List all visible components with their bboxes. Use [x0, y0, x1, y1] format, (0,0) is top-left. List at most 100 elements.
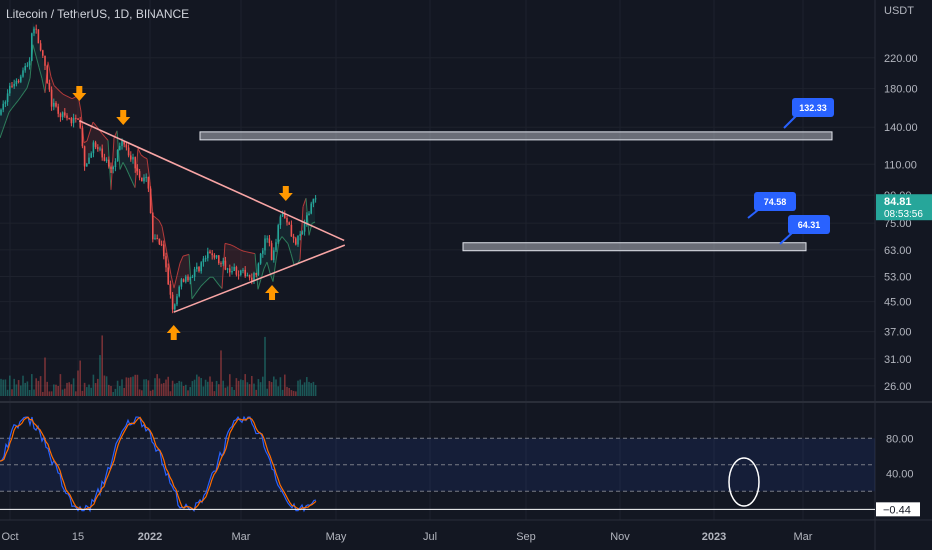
candle-body — [37, 29, 40, 44]
volume-bar — [308, 381, 310, 396]
price-tick-label: 53.00 — [884, 271, 912, 283]
trend-band-fill — [231, 244, 234, 270]
volume-bar — [240, 379, 242, 396]
price-tick-label: 26.00 — [884, 381, 912, 393]
trend-band-fill — [141, 154, 144, 181]
candle-body — [189, 277, 191, 281]
candle-body — [4, 102, 7, 104]
price-tick-label: 180.00 — [884, 84, 918, 96]
candle-body — [55, 102, 57, 107]
osc-d-line — [0, 416, 317, 511]
osc-last-value-label: −0.44 — [883, 504, 911, 516]
volume-bar — [119, 386, 121, 396]
trend-band-fill — [156, 218, 159, 244]
price-tick-label: 140.00 — [884, 122, 918, 134]
candle-body — [180, 279, 183, 287]
candle-body — [6, 93, 9, 103]
volume-bar — [125, 377, 128, 396]
volume-bar — [127, 377, 130, 396]
candle-body — [61, 112, 64, 118]
candle-body — [270, 243, 273, 261]
volume-bar — [237, 380, 240, 396]
trend-band-line — [206, 276, 211, 281]
candle-body — [147, 176, 150, 189]
volume-bar — [246, 382, 249, 396]
trend-band-fill — [216, 257, 219, 286]
volume-bar — [288, 388, 290, 396]
volume-bar — [68, 382, 70, 396]
candle-body — [308, 213, 310, 216]
volume-bar — [101, 335, 103, 396]
trend-band-fill — [42, 55, 45, 93]
candle-body — [191, 276, 194, 278]
trend-band-line — [128, 174, 133, 182]
candle-body — [286, 217, 288, 223]
candle-body — [156, 238, 158, 240]
volume-bar — [105, 376, 108, 396]
volume-bar — [178, 380, 180, 396]
volume-bar — [259, 382, 262, 396]
callout-label: 64.31 — [798, 220, 821, 230]
trend-band-line — [137, 148, 142, 156]
price-tick-label: 75.00 — [884, 218, 912, 230]
candle-body — [130, 155, 132, 160]
trend-band-fill — [249, 252, 252, 276]
trend-band-fill — [252, 252, 255, 277]
arrow-down-icon — [278, 186, 293, 201]
candle-body — [143, 177, 145, 182]
trend-band-fill — [294, 241, 297, 265]
volume-bar — [103, 375, 106, 396]
volume-bar — [253, 383, 255, 396]
volume-bar — [37, 380, 40, 396]
volume-bar — [75, 391, 77, 396]
trend-band-line — [92, 121, 97, 126]
volume-bar — [46, 381, 48, 396]
volume-bar — [255, 389, 257, 396]
candle-body — [158, 238, 161, 245]
volume-bar — [154, 378, 156, 396]
candle-body — [108, 159, 110, 167]
volume-bar — [11, 389, 13, 396]
osc-last-value-badge — [876, 502, 920, 517]
volume-bar — [156, 374, 158, 396]
volume-bar — [191, 381, 194, 396]
trend-band-fill — [114, 130, 117, 161]
candle-body — [31, 33, 33, 61]
trend-band-line — [11, 104, 16, 109]
volume-bar — [44, 357, 46, 396]
trend-band-line — [212, 276, 217, 282]
trend-band-line — [281, 236, 286, 241]
trend-band-fill — [69, 97, 72, 122]
volume-bar — [165, 379, 167, 396]
candle-body — [57, 106, 59, 114]
resistance-zone — [199, 131, 833, 141]
candle-body — [237, 274, 240, 276]
candle-body — [209, 251, 211, 254]
candle-body — [2, 103, 4, 110]
candle-body — [229, 268, 231, 273]
candle-body — [200, 262, 202, 272]
volume-bar — [33, 389, 35, 396]
candle-body — [266, 238, 268, 240]
volume-bar — [143, 379, 145, 396]
candle-body — [116, 149, 119, 162]
trend-band-line — [26, 78, 31, 89]
volume-bar — [189, 387, 191, 396]
volume-bar — [112, 391, 114, 396]
trend-band-line — [86, 131, 91, 142]
candle-body — [94, 142, 97, 148]
trend-band-line — [191, 294, 196, 300]
volume-bar — [88, 384, 90, 396]
trend-band-line — [32, 44, 37, 57]
trend-band-line — [50, 76, 55, 86]
candle-body — [125, 144, 128, 148]
candle-body — [268, 238, 271, 244]
candle-body — [9, 85, 11, 94]
volume-bar — [134, 374, 136, 396]
trend-band-line — [218, 284, 223, 289]
candle-body — [48, 82, 51, 90]
candle-body — [92, 142, 95, 154]
time-tick-label: 2023 — [702, 531, 726, 543]
volume-bar — [235, 378, 238, 396]
